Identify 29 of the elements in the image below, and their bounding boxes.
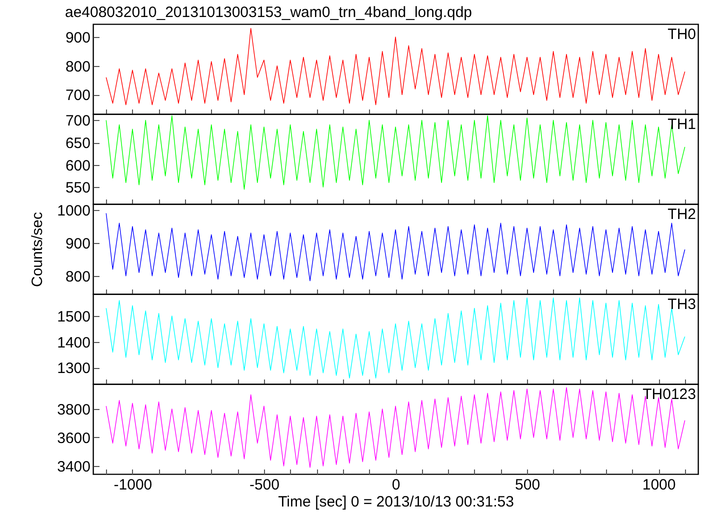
x-tick-label: 1000 bbox=[642, 476, 676, 494]
y-tick-label: 3800 bbox=[57, 401, 90, 418]
x-tick-label: 500 bbox=[515, 476, 540, 494]
series-label: TH0123 bbox=[642, 386, 696, 403]
y-tick-label: 1400 bbox=[57, 334, 90, 352]
series-label: TH0 bbox=[668, 26, 696, 43]
y-tick-label: 1500 bbox=[57, 308, 90, 326]
y-tick-label: 650 bbox=[65, 135, 90, 152]
y-tick-label: 3400 bbox=[57, 458, 90, 476]
y-tick-label: 550 bbox=[65, 180, 90, 197]
y-tick-label: 900 bbox=[65, 29, 90, 46]
y-tick-label: 900 bbox=[65, 235, 90, 252]
y-axis-title: Counts/sec bbox=[29, 211, 46, 288]
series-label: TH2 bbox=[668, 206, 696, 223]
y-tick-label: 3600 bbox=[57, 430, 90, 447]
y-tick-label: 600 bbox=[65, 157, 90, 174]
y-tick-label: 700 bbox=[65, 87, 90, 104]
y-tick-label: 800 bbox=[65, 58, 90, 76]
series-label: TH3 bbox=[668, 296, 696, 313]
series-label: TH1 bbox=[668, 116, 696, 133]
y-tick-label: 1000 bbox=[57, 202, 90, 220]
y-tick-label: 700 bbox=[65, 112, 90, 130]
x-axis-title: Time [sec] 0 = 2013/10/13 00:31:53 bbox=[278, 494, 514, 510]
y-tick-label: 1300 bbox=[57, 360, 90, 378]
chart-title: ae408032010_20131013003153_wam0_trn_4band_long.qdp bbox=[64, 4, 472, 21]
x-tick-label: 0 bbox=[392, 476, 400, 494]
y-tick-label: 800 bbox=[65, 268, 90, 286]
x-tick-label: -1000 bbox=[114, 476, 152, 494]
x-tick-label: -500 bbox=[249, 476, 280, 494]
